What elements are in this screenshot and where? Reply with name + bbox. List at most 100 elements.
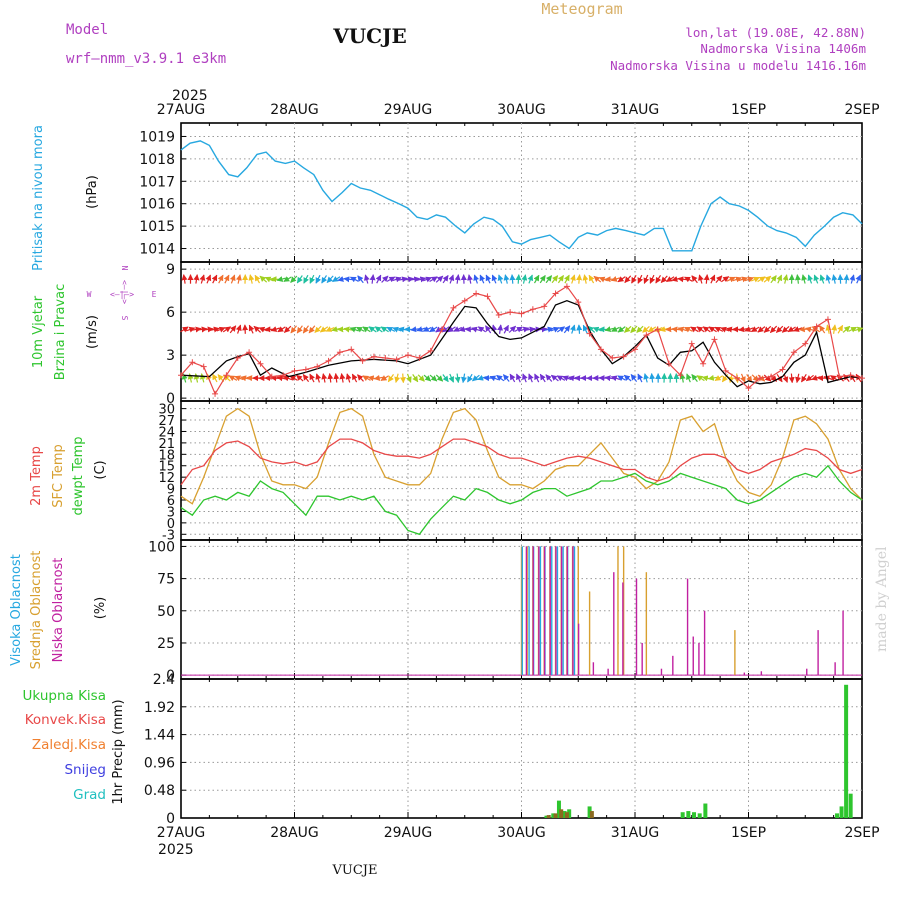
cloud-panel: 0 25 50 75 100 — [148, 539, 863, 684]
wind-arrow — [831, 274, 838, 284]
wind-arrow — [649, 373, 656, 383]
cloud-side-label-1: Visoka Oblacnost — [9, 554, 24, 666]
wind-arrow — [782, 373, 789, 383]
wind-arrow — [327, 373, 334, 383]
legend-hail: Grad — [73, 787, 106, 803]
pressure-y-tick-label: 1018 — [139, 152, 175, 168]
wind-gust-point — [507, 309, 514, 316]
wind-arrow — [855, 274, 862, 284]
precipitation-y-tick-label: 2.4 — [153, 672, 175, 688]
temperature-y-tick-label: 24 — [158, 425, 175, 440]
wind-arrow — [522, 373, 528, 383]
total-precip-bar — [551, 813, 556, 818]
wind-unit: (m/s) — [85, 315, 100, 349]
wind-arrow — [485, 325, 492, 334]
wind-arrow — [746, 374, 753, 383]
wind-arrow — [569, 274, 576, 284]
total-precip-bar — [680, 812, 685, 818]
wind-arrow — [369, 274, 376, 284]
wind-gust-point — [552, 290, 559, 297]
chart-panels: 1014101510161017101810190369-30369121518… — [139, 102, 879, 841]
wind-gust-point — [802, 340, 809, 347]
wind-arrow — [819, 325, 826, 334]
pressure-panel: 1014 1015 1016 1017 1018 1019 — [139, 122, 863, 263]
wind-arrow — [811, 326, 821, 333]
wind-gust-point — [518, 310, 525, 317]
wind-arrow — [198, 326, 208, 333]
wind-arrow — [649, 274, 656, 284]
wind-arrow — [508, 325, 517, 333]
wind-arrow — [715, 275, 723, 283]
wind-arrow — [643, 274, 650, 284]
wind-arrow — [831, 324, 838, 334]
wind-arrow — [497, 274, 504, 284]
temperature-y-tick-label: 12 — [158, 471, 175, 486]
wind-arrow — [631, 275, 637, 284]
wind-gust-point — [178, 372, 184, 379]
wind-arrow — [539, 373, 546, 383]
wind-gust-point — [779, 366, 786, 373]
compass-n: N — [120, 266, 129, 271]
x-tick-label-bottom: 1SEP — [731, 825, 766, 841]
wind-arrow — [770, 275, 777, 284]
wind-gust-point — [745, 385, 752, 392]
wind-arrow — [691, 374, 698, 382]
wind-side-label-2: Brzina i Pravac — [53, 284, 68, 381]
wind-arrow — [410, 276, 421, 283]
wind-arrow — [363, 274, 370, 284]
wind-gust-point — [325, 357, 332, 364]
total-precip-bar — [703, 803, 708, 818]
wind-arrow — [794, 274, 801, 284]
wind-arrow — [623, 374, 632, 382]
wind-gust-point — [382, 355, 389, 362]
wind-arrow — [399, 373, 406, 384]
total-precip-bar — [848, 793, 853, 818]
wind-arrow — [514, 326, 523, 333]
wind-arrow — [467, 274, 473, 284]
wind-arrow — [210, 326, 220, 333]
wind-arrow — [422, 276, 433, 283]
total-precip-bar — [567, 809, 572, 818]
x-tick-label-top: 27AUG — [157, 102, 206, 118]
wind-gust-point — [666, 360, 673, 367]
total-precip-bar — [839, 806, 844, 818]
wind-arrow — [429, 276, 438, 283]
wind-arrow — [381, 275, 389, 283]
wind-arrow — [843, 274, 850, 284]
wind-arrow — [254, 274, 261, 284]
wind-arrow — [339, 373, 346, 383]
wind-arrow — [357, 374, 364, 382]
cloud-y-tick-label: 25 — [157, 636, 175, 652]
model-altitude-label: Nadmorska Visina u modelu 1416.16m — [610, 58, 866, 73]
total-precip-bar — [544, 815, 549, 818]
compass-w: W — [87, 290, 92, 299]
wind-arrow — [637, 274, 644, 284]
wind-arrow — [545, 275, 553, 284]
wind-gust-point — [439, 326, 446, 333]
wind-gust-point — [677, 372, 684, 379]
wind-arrow — [204, 326, 214, 333]
pressure-y-tick-label: 1017 — [139, 174, 175, 190]
x-tick-label-bottom: 27AUG — [157, 825, 206, 841]
legend-frozen-precip: Zaledj.Kisa — [32, 737, 106, 753]
conv-precip-bar — [553, 813, 558, 818]
altitude-label: Nadmorska Visina 1406m — [700, 41, 866, 56]
x-tick-label-bottom: 30AUG — [497, 825, 546, 841]
wind-arrow — [782, 274, 789, 284]
wind-arrow — [193, 373, 200, 383]
wind-gust-point — [824, 316, 831, 323]
wind-gust-point — [336, 349, 343, 356]
wind-arrow — [696, 375, 705, 382]
wind-y-tick-label: 6 — [166, 305, 175, 321]
total-precip-bar — [697, 813, 702, 818]
total-precip-bar — [556, 800, 561, 818]
wind-arrow — [212, 373, 218, 383]
cloud-side-label-3: Niska Oblacnost — [51, 558, 66, 663]
wind-arrow — [763, 325, 772, 333]
temperature-y-tick-label: 21 — [158, 437, 175, 452]
wind-gust-point — [756, 375, 763, 382]
x-tick-label-top: 28AUG — [270, 102, 319, 118]
wind-gust-point — [813, 323, 820, 330]
wind-arrow — [516, 373, 522, 383]
